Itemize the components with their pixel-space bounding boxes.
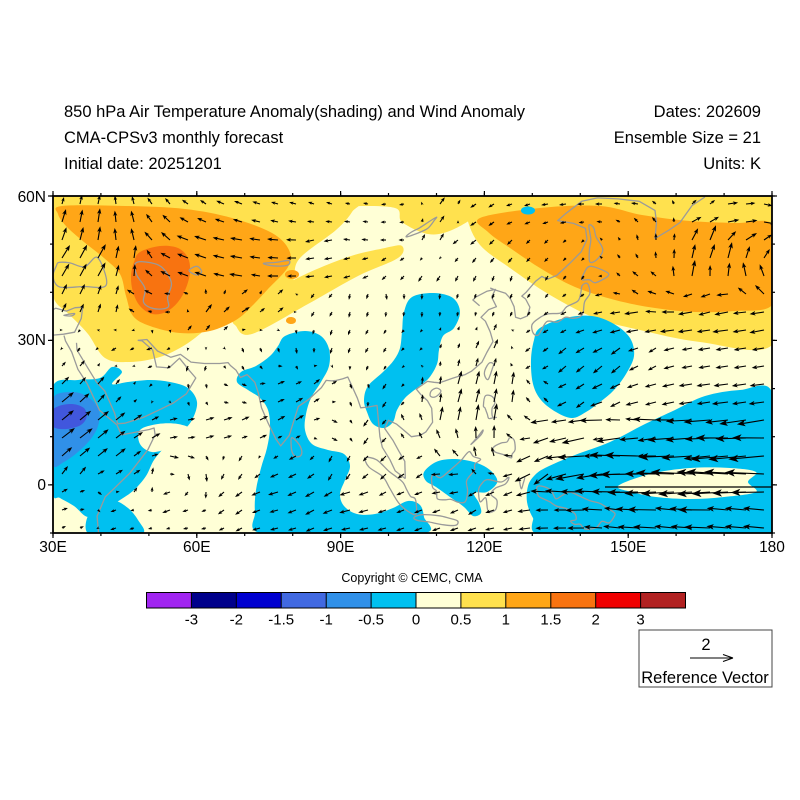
- svg-text:0.5: 0.5: [450, 612, 471, 629]
- svg-text:-1.5: -1.5: [268, 612, 294, 629]
- svg-text:180: 180: [759, 539, 785, 556]
- svg-text:120E: 120E: [466, 539, 502, 556]
- svg-text:Units: K: Units: K: [703, 155, 761, 173]
- svg-text:1: 1: [502, 612, 510, 629]
- svg-text:3: 3: [636, 612, 644, 629]
- svg-text:Reference Vector: Reference Vector: [641, 669, 769, 687]
- svg-text:-0.5: -0.5: [358, 612, 384, 629]
- svg-text:30N: 30N: [18, 332, 46, 349]
- svg-text:90E: 90E: [327, 539, 355, 556]
- svg-text:2: 2: [592, 612, 600, 629]
- svg-text:850 hPa Air Temperature Anomal: 850 hPa Air Temperature Anomaly(shading)…: [64, 103, 526, 121]
- svg-text:150E: 150E: [610, 539, 646, 556]
- svg-text:30E: 30E: [39, 539, 67, 556]
- svg-text:CMA-CPSv3 monthly forecast: CMA-CPSv3 monthly forecast: [64, 129, 284, 147]
- svg-text:-1: -1: [320, 612, 333, 629]
- svg-text:60N: 60N: [18, 189, 46, 206]
- svg-text:Initial date: 20251201: Initial date: 20251201: [64, 155, 222, 173]
- svg-text:Copyright © CEMC, CMA: Copyright © CEMC, CMA: [341, 571, 483, 585]
- svg-text:0: 0: [37, 477, 46, 494]
- svg-text:Ensemble Size = 21: Ensemble Size = 21: [614, 129, 761, 147]
- svg-text:60E: 60E: [183, 539, 211, 556]
- svg-text:Dates: 202609: Dates: 202609: [654, 103, 761, 121]
- svg-text:1.5: 1.5: [540, 612, 561, 629]
- svg-text:-2: -2: [230, 612, 243, 629]
- svg-text:-3: -3: [185, 612, 198, 629]
- svg-text:2: 2: [701, 636, 710, 654]
- svg-text:0: 0: [412, 612, 420, 629]
